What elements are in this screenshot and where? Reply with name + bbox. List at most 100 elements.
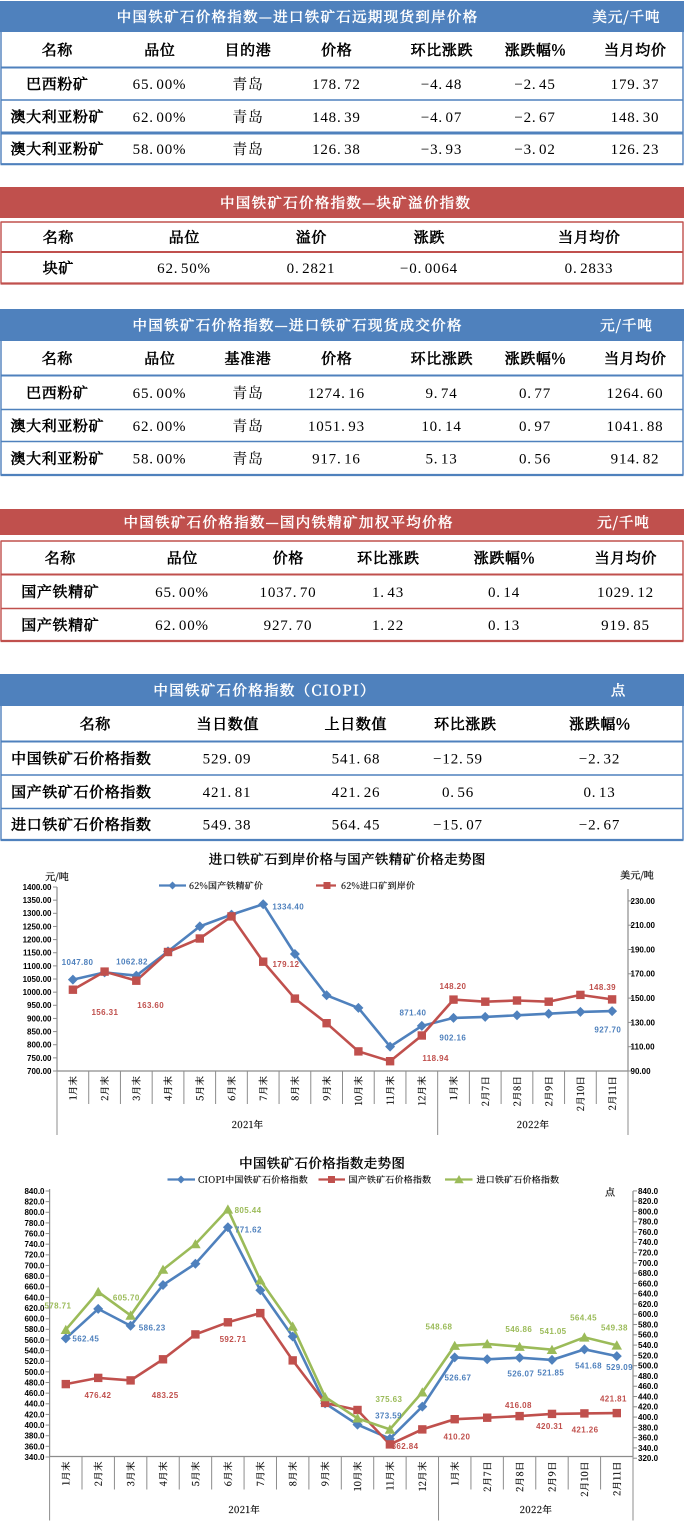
svg-text:600.0: 600.0 (24, 1315, 45, 1324)
svg-text:65.00%: 65. 00% (133, 386, 187, 402)
svg-text:421.81: 421.81 (600, 1394, 627, 1403)
svg-text:62.00%: 62. 00% (133, 419, 187, 435)
svg-text:529.09: 529.09 (606, 1363, 633, 1372)
svg-text:820.0: 820.0 (24, 1198, 45, 1207)
svg-text:210.00: 210.00 (631, 921, 656, 930)
svg-text:−2.32: −2. 32 (579, 752, 620, 768)
svg-text:156.31: 156.31 (91, 1008, 118, 1017)
svg-text:0.97: 0. 97 (519, 419, 551, 435)
svg-text:0.56: 0. 56 (442, 785, 474, 801)
svg-text:800.00: 800.00 (27, 1041, 52, 1050)
svg-text:460.0: 460.0 (638, 1382, 659, 1391)
svg-text:0.13: 0. 13 (488, 618, 520, 634)
svg-text:660.0: 660.0 (638, 1279, 659, 1288)
svg-text:720.0: 720.0 (638, 1249, 659, 1258)
svg-text:230.00: 230.00 (631, 897, 656, 906)
svg-text:1200.00: 1200.00 (23, 936, 52, 945)
svg-text:126.38: 126. 38 (312, 142, 361, 158)
svg-text:540.0: 540.0 (24, 1347, 45, 1356)
svg-text:90.00: 90.00 (631, 1067, 652, 1076)
svg-text:1400.00: 1400.00 (23, 883, 52, 892)
svg-text:680.0: 680.0 (24, 1272, 45, 1281)
svg-text:375.63: 375.63 (375, 1395, 402, 1404)
svg-text:421.81: 421.81 (203, 785, 252, 801)
svg-text:578.71: 578.71 (44, 1301, 71, 1310)
svg-text:110.00: 110.00 (631, 1043, 656, 1052)
svg-text:−12.59: −12. 59 (433, 752, 483, 768)
svg-text:340.0: 340.0 (638, 1444, 659, 1453)
svg-text:320.0: 320.0 (638, 1454, 659, 1463)
svg-text:62.00%: 62. 00% (155, 618, 209, 634)
svg-text:1062.82: 1062.82 (116, 957, 148, 966)
svg-text:1.22: 1. 22 (372, 618, 404, 634)
svg-text:1350.00: 1350.00 (23, 896, 52, 905)
svg-text:526.67: 526.67 (444, 1374, 471, 1383)
svg-text:700.0: 700.0 (24, 1261, 45, 1270)
svg-text:440.0: 440.0 (638, 1392, 659, 1401)
svg-text:500.0: 500.0 (24, 1368, 45, 1377)
svg-text:65.00%: 65. 00% (133, 77, 187, 93)
svg-text:1000.00: 1000.00 (23, 988, 52, 997)
svg-text:9.74: 9. 74 (425, 386, 457, 402)
svg-text:130.00: 130.00 (631, 1018, 656, 1027)
svg-text:440.0: 440.0 (24, 1400, 45, 1409)
svg-text:1037.70: 1037. 70 (260, 585, 317, 601)
svg-text:1274.16: 1274. 16 (308, 386, 365, 402)
svg-text:750.00: 750.00 (27, 1054, 52, 1063)
svg-text:950.00: 950.00 (27, 1001, 52, 1010)
svg-text:549.38: 549.38 (601, 1323, 628, 1332)
svg-text:400.0: 400.0 (638, 1413, 659, 1422)
svg-text:548.68: 548.68 (425, 1323, 452, 1332)
svg-text:−2.45: −2. 45 (514, 77, 555, 93)
svg-text:178.72: 178. 72 (312, 77, 361, 93)
svg-text:380.0: 380.0 (24, 1432, 45, 1441)
svg-text:840.0: 840.0 (24, 1187, 45, 1196)
svg-text:580.0: 580.0 (24, 1325, 45, 1334)
svg-text:620.0: 620.0 (24, 1304, 45, 1313)
svg-text:1051.93: 1051. 93 (308, 419, 365, 435)
svg-text:163.60: 163.60 (137, 1001, 164, 1010)
svg-text:0.56: 0. 56 (519, 452, 551, 468)
svg-text:541.68: 541.68 (575, 1362, 602, 1371)
svg-text:660.0: 660.0 (24, 1283, 45, 1292)
svg-text:780.0: 780.0 (24, 1219, 45, 1228)
svg-text:421.26: 421.26 (572, 1426, 599, 1435)
svg-text:564.45: 564.45 (570, 1313, 597, 1322)
svg-text:521.85: 521.85 (537, 1368, 564, 1377)
svg-text:118.94: 118.94 (422, 1054, 449, 1063)
svg-text:10.14: 10. 14 (421, 419, 461, 435)
svg-text:1050.00: 1050.00 (23, 975, 52, 984)
svg-text:541.05: 541.05 (540, 1327, 567, 1336)
svg-text:500.0: 500.0 (638, 1362, 659, 1371)
svg-text:740.0: 740.0 (638, 1238, 659, 1247)
svg-text:640.0: 640.0 (638, 1290, 659, 1299)
svg-text:586.23: 586.23 (139, 1324, 166, 1333)
svg-text:−15.07: −15. 07 (433, 818, 483, 834)
svg-text:820.0: 820.0 (638, 1197, 659, 1206)
svg-text:592.71: 592.71 (220, 1335, 247, 1344)
svg-text:−2.67: −2. 67 (514, 110, 555, 126)
svg-text:640.0: 640.0 (24, 1293, 45, 1302)
svg-text:362.84: 362.84 (392, 1442, 419, 1451)
svg-text:416.08: 416.08 (505, 1401, 532, 1410)
svg-text:564.45: 564.45 (332, 818, 381, 834)
svg-text:−0.0064: −0. 0064 (400, 261, 458, 277)
svg-text:400.0: 400.0 (24, 1421, 45, 1430)
svg-text:1100.00: 1100.00 (23, 962, 52, 971)
svg-text:5.13: 5. 13 (425, 452, 457, 468)
svg-text:148.39: 148.39 (589, 983, 616, 992)
svg-text:1300.00: 1300.00 (23, 909, 52, 918)
svg-text:560.0: 560.0 (638, 1331, 659, 1340)
svg-text:58.00%: 58. 00% (133, 142, 187, 158)
svg-text:420.0: 420.0 (638, 1403, 659, 1412)
svg-text:900.00: 900.00 (27, 1014, 52, 1023)
svg-text:760.0: 760.0 (638, 1228, 659, 1237)
svg-text:526.07: 526.07 (507, 1370, 534, 1379)
svg-text:546.86: 546.86 (505, 1325, 532, 1334)
svg-text:850.00: 850.00 (27, 1028, 52, 1037)
svg-text:800.0: 800.0 (638, 1207, 659, 1216)
svg-text:529.09: 529.09 (203, 752, 252, 768)
svg-text:−3.93: −3. 93 (421, 142, 462, 158)
svg-text:1250.00: 1250.00 (23, 922, 52, 931)
svg-text:720.0: 720.0 (24, 1251, 45, 1260)
